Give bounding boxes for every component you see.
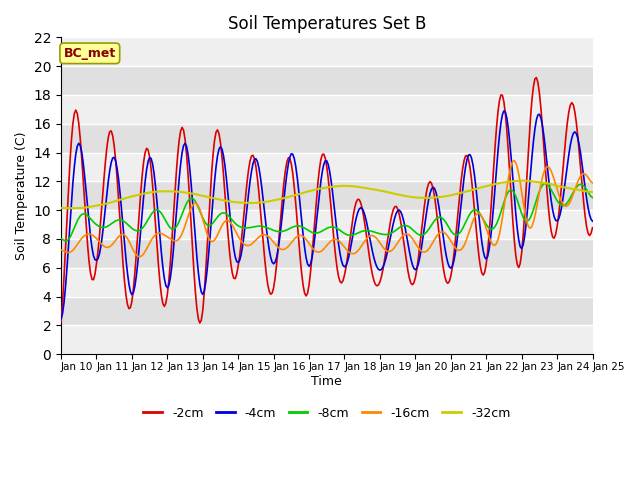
Line: -32cm: -32cm: [61, 180, 593, 208]
-2cm: [156, 279, 164, 285]
-4cm: [389, 221, 397, 227]
-8cm: [525, 217, 533, 223]
-16cm: [589, 180, 596, 186]
-8cm: [57, 236, 65, 241]
X-axis label: Time: Time: [312, 374, 342, 387]
-2cm: [391, 204, 399, 210]
-4cm: [57, 316, 65, 322]
-2cm: [589, 225, 596, 231]
-8cm: [589, 195, 596, 201]
-16cm: [136, 254, 143, 260]
-16cm: [511, 158, 518, 164]
Y-axis label: Soil Temperature (C): Soil Temperature (C): [15, 132, 28, 260]
-8cm: [157, 211, 165, 216]
-8cm: [74, 218, 81, 224]
-32cm: [379, 188, 387, 194]
Bar: [61, 325, 593, 354]
-16cm: [527, 225, 534, 231]
-32cm: [74, 205, 81, 211]
-2cm: [57, 319, 65, 325]
-4cm: [156, 234, 164, 240]
Bar: [61, 268, 593, 297]
-2cm: [532, 75, 540, 81]
-16cm: [72, 244, 79, 250]
-32cm: [362, 185, 369, 191]
Text: BC_met: BC_met: [64, 47, 116, 60]
-8cm: [362, 228, 369, 233]
-32cm: [519, 178, 527, 183]
-4cm: [72, 151, 79, 157]
Line: -2cm: -2cm: [61, 78, 593, 323]
-2cm: [362, 223, 369, 229]
-32cm: [527, 179, 534, 184]
-32cm: [157, 189, 165, 194]
-16cm: [379, 244, 387, 250]
-16cm: [391, 244, 399, 250]
-2cm: [72, 107, 79, 113]
Title: Soil Temperatures Set B: Soil Temperatures Set B: [228, 15, 426, 33]
Line: -16cm: -16cm: [61, 161, 593, 257]
-4cm: [360, 209, 367, 215]
Line: -4cm: -4cm: [61, 111, 593, 319]
Line: -8cm: -8cm: [61, 183, 593, 241]
-4cm: [500, 108, 508, 114]
-8cm: [379, 231, 387, 237]
Bar: [61, 95, 593, 124]
-16cm: [362, 238, 369, 243]
-16cm: [157, 230, 165, 236]
-4cm: [378, 266, 385, 272]
Bar: [61, 153, 593, 181]
-2cm: [525, 137, 533, 143]
Legend: -2cm, -4cm, -8cm, -16cm, -32cm: -2cm, -4cm, -8cm, -16cm, -32cm: [138, 402, 515, 424]
-4cm: [589, 218, 596, 224]
-32cm: [589, 189, 596, 195]
-8cm: [61, 238, 69, 244]
-2cm: [196, 320, 204, 326]
-4cm: [525, 189, 533, 194]
-8cm: [391, 228, 399, 234]
-2cm: [379, 267, 387, 273]
-16cm: [57, 247, 65, 253]
Bar: [61, 37, 593, 66]
-8cm: [541, 180, 549, 186]
Bar: [61, 210, 593, 239]
-32cm: [57, 205, 65, 211]
-32cm: [69, 205, 77, 211]
-32cm: [391, 191, 399, 197]
